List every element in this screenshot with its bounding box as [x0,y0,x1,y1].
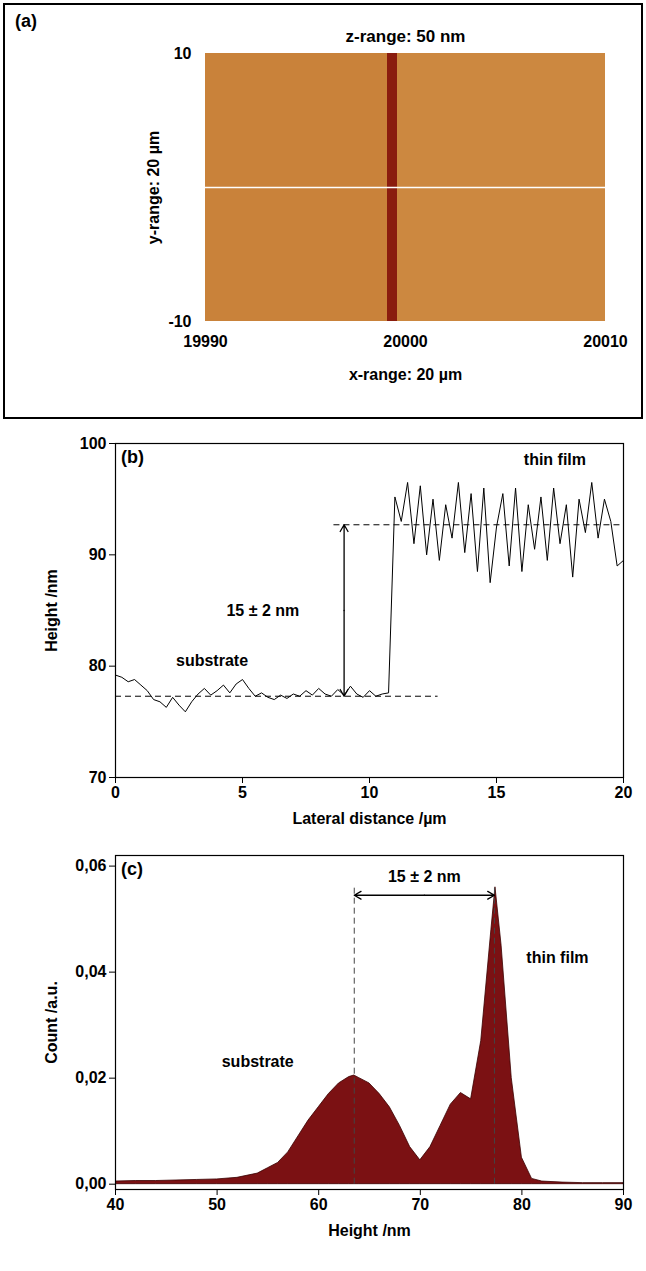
svg-text:80: 80 [89,657,107,674]
svg-text:y-range: 20 µm: y-range: 20 µm [145,131,162,244]
svg-text:0,06: 0,06 [75,857,106,874]
svg-text:0,02: 0,02 [75,1069,106,1086]
svg-text:10: 10 [361,784,379,801]
svg-text:90: 90 [615,1196,633,1213]
svg-text:substrate: substrate [176,652,248,669]
svg-text:thin film: thin film [526,949,588,966]
svg-text:5: 5 [238,784,247,801]
svg-text:100: 100 [80,435,107,452]
svg-text:20010: 20010 [583,333,628,350]
svg-text:90: 90 [89,546,107,563]
svg-text:70: 70 [89,769,107,786]
svg-text:Count /a.u.: Count /a.u. [43,981,60,1064]
svg-text:20: 20 [615,784,633,801]
svg-text:15 ± 2 nm: 15 ± 2 nm [388,868,461,885]
svg-text:60: 60 [310,1196,328,1213]
svg-text:0,04: 0,04 [75,963,106,980]
svg-text:15 ± 2 nm: 15 ± 2 nm [226,602,299,619]
svg-text:substrate: substrate [222,1053,294,1070]
svg-text:z-range: 50 nm: z-range: 50 nm [346,27,466,46]
svg-text:0: 0 [111,784,120,801]
svg-text:x-range: 20 µm: x-range: 20 µm [349,366,462,383]
svg-text:Lateral distance /µm: Lateral distance /µm [292,810,446,827]
svg-text:10: 10 [174,45,192,62]
svg-text:70: 70 [411,1196,429,1213]
svg-text:50: 50 [208,1196,226,1213]
svg-text:40: 40 [107,1196,125,1213]
svg-text:0,00: 0,00 [75,1175,106,1192]
svg-text:Height /nm: Height /nm [43,569,60,652]
svg-text:thin film: thin film [524,451,586,468]
html-text:(c): (c) [121,859,143,879]
svg-text:15: 15 [488,784,506,801]
svg-text:80: 80 [513,1196,531,1213]
html-text:(b): (b) [121,447,144,467]
svg-text:Height /nm: Height /nm [328,1222,411,1239]
html-text:(a): (a) [15,11,37,31]
svg-text:-10: -10 [168,313,191,330]
svg-text:19990: 19990 [183,333,228,350]
svg-text:20000: 20000 [383,333,428,350]
